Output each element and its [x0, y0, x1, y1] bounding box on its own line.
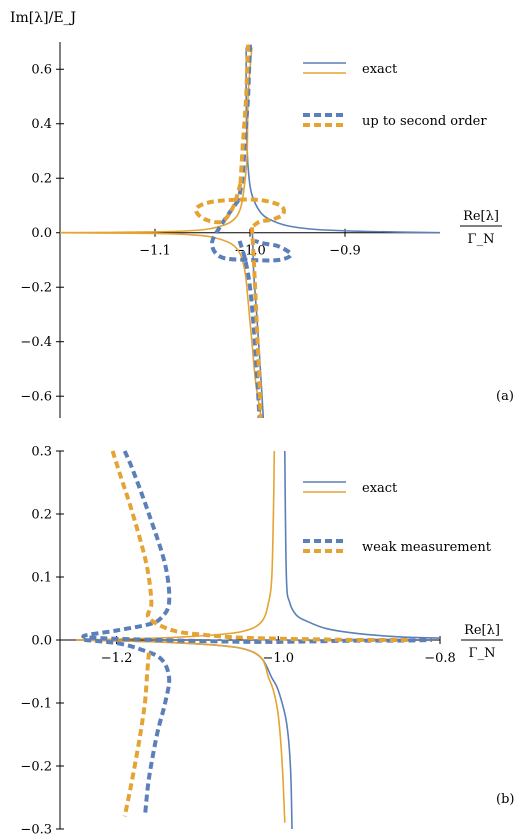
panel-b-xlabel-den: Γ_N: [469, 646, 496, 661]
y-tick-label: 0.0: [31, 634, 52, 649]
y-tick-label: −0.1: [20, 697, 52, 712]
legend-label: exact: [362, 62, 398, 77]
y-tick-label: −0.3: [20, 823, 52, 838]
panel-b: 0.3 0.2 0.1 0.0 −0.1 −0.2 −0.3 −1.2 −1.0 −0.8 exac…: [20, 445, 491, 838]
panel-a-xlabel: Re[λ] Γ_N: [460, 209, 502, 247]
y-tick-label: 0.4: [31, 117, 52, 132]
legend-label: up to second order: [362, 114, 487, 129]
series-orange-solid-2: [76, 450, 276, 641]
y-tick-label: −0.4: [20, 335, 52, 350]
series-orange-dashed-6: [110, 450, 408, 643]
panel-a: 0.60.40.20.0−0.2−0.4−0.6−1.1 −1.0 −0.9exac…: [20, 42, 487, 419]
series-blue-solid-1: [76, 639, 293, 830]
y-tick-label: 0.2: [31, 508, 52, 523]
x-tick-label: −1.0: [263, 651, 295, 666]
x-tick-label: −1.1: [139, 244, 171, 259]
y-tick-label: 0.0: [31, 226, 52, 241]
series-orange-dashed-9: [249, 227, 263, 419]
y-tick-label: 0.6: [31, 63, 52, 78]
x-tick-label: −1.2: [101, 651, 133, 666]
panel-a-ylabel: Im[λ]/E_J: [10, 10, 76, 26]
panel-a-xlabel-den: Γ_N: [468, 232, 495, 247]
panel-b-xlabel-num: Re[λ]: [464, 623, 500, 638]
series-orange-dashed-7: [238, 44, 251, 184]
series-blue-solid-0: [284, 450, 441, 639]
series-blue-dashed-5: [84, 638, 172, 817]
legend-label: weak measurement: [362, 540, 492, 555]
panel-b-xlabel: Re[λ] Γ_N: [461, 623, 503, 661]
panel-a-xlabel-num: Re[λ]: [463, 209, 499, 224]
series-orange-solid-2: [59, 47, 253, 234]
series-orange-solid-3: [76, 639, 286, 823]
y-tick-label: 0.2: [31, 172, 52, 187]
y-tick-label: 0.1: [31, 571, 52, 586]
y-tick-label: −0.6: [20, 390, 52, 405]
panel-a-label: (a): [496, 389, 514, 404]
y-tick-label: 0.3: [31, 445, 52, 460]
y-tick-label: −0.2: [20, 281, 52, 296]
series-orange-solid-3: [59, 231, 263, 419]
legend-label: exact: [362, 481, 398, 496]
y-tick-label: −0.2: [20, 760, 52, 775]
panel-b-label: (b): [496, 792, 514, 807]
series-orange-dashed-7: [122, 652, 151, 817]
series-blue-dashed-6: [237, 240, 262, 419]
series-orange-dashed-8: [193, 183, 286, 229]
x-tick-label: −0.9: [329, 244, 361, 259]
series-blue-dashed-5: [210, 198, 293, 263]
x-tick-label: −0.8: [424, 651, 456, 666]
